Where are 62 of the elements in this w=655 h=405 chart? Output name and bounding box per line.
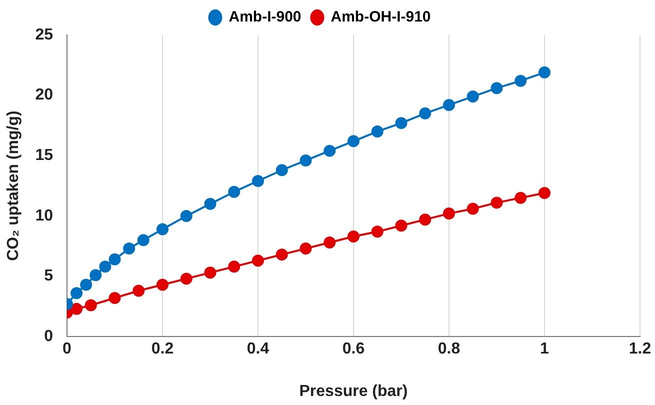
legend-label: Amb-OH-I-910 [330, 8, 431, 26]
y-tick-label: 5 [44, 268, 54, 285]
point [108, 253, 121, 266]
point [419, 107, 432, 120]
x-tick-label: 0.6 [342, 340, 365, 358]
point [80, 278, 92, 291]
point [252, 254, 264, 267]
x-tick-label: 0 [62, 340, 72, 358]
point [204, 266, 216, 279]
point [204, 198, 216, 210]
x-tick-label: 1.2 [628, 340, 652, 358]
point [84, 299, 97, 312]
point [156, 223, 168, 236]
y-tick-label: 10 [35, 207, 54, 224]
x-tick-label: 0.8 [438, 340, 460, 358]
point [371, 226, 384, 238]
x-axis-title: Pressure (bar) [299, 382, 408, 400]
point [228, 186, 240, 198]
point [490, 82, 503, 94]
point [132, 284, 145, 297]
point [228, 260, 240, 273]
point [324, 144, 336, 157]
point [252, 174, 264, 187]
point [108, 292, 121, 304]
point [300, 242, 312, 255]
point [348, 135, 360, 148]
y-axis-title: CO₂ uptaken (mg/g) [5, 110, 22, 261]
point [538, 187, 550, 200]
y-tick-label: 25 [35, 26, 54, 44]
point [276, 248, 288, 261]
point [371, 126, 384, 138]
point [466, 202, 479, 215]
y-tick-label: 15 [35, 147, 54, 164]
y-tick-label: 20 [35, 86, 54, 104]
point [276, 164, 288, 176]
legend-label: Amb-I-900 [228, 8, 302, 26]
point [395, 117, 408, 130]
point [395, 220, 408, 232]
y-tick-label: 0 [44, 328, 54, 346]
point [348, 230, 360, 242]
x-tick-label: 1 [540, 340, 550, 358]
point [99, 260, 112, 273]
point [156, 278, 168, 291]
x-tick-label: 0.2 [151, 340, 174, 358]
point [180, 272, 192, 285]
point [443, 98, 455, 111]
point [443, 208, 455, 220]
point [324, 236, 336, 248]
point [514, 74, 527, 87]
point [70, 287, 83, 300]
point [538, 66, 550, 78]
point [300, 154, 312, 166]
point [466, 90, 479, 103]
point [419, 214, 432, 226]
point [123, 242, 136, 255]
point [514, 192, 527, 204]
x-tick-label: 0.4 [246, 340, 270, 358]
point [180, 210, 192, 222]
point [90, 269, 102, 282]
point [490, 196, 503, 209]
point [137, 234, 150, 246]
point [70, 302, 83, 315]
